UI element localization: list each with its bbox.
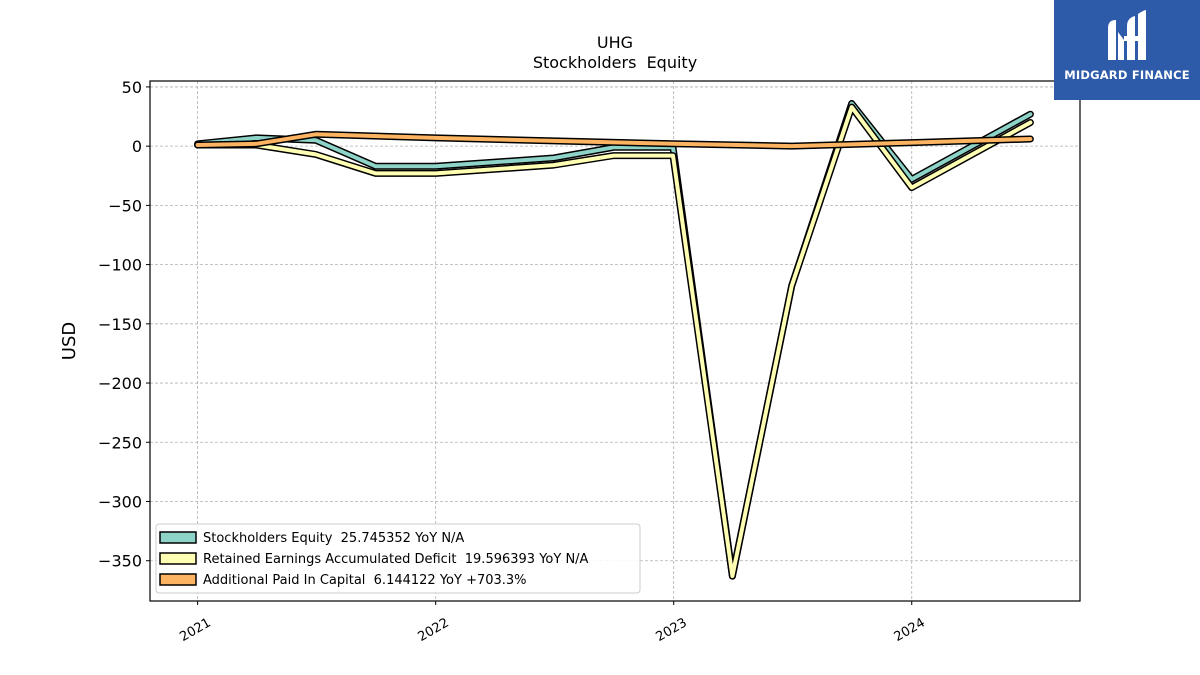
brand-logo: MIDGARD FINANCE [1054, 0, 1200, 100]
legend-swatch-3 [159, 573, 197, 586]
y-tick-label: −100 [98, 256, 142, 275]
plot-frame [149, 80, 1081, 602]
y-tick-label: 50 [122, 78, 142, 97]
y-tick-label: −350 [98, 552, 142, 571]
series-line-3 [195, 132, 1033, 149]
chart-subtitle: Stockholders Equity [533, 53, 697, 72]
legend: Stockholders Equity 25.745352 YoY N/A Ret… [155, 523, 641, 594]
x-tick-label: 2023 [654, 615, 690, 645]
series-line-2 [195, 105, 1033, 579]
x-tick-label: 2022 [415, 615, 451, 645]
legend-label-2: Retained Earnings Accumulated Deficit 19… [203, 552, 589, 567]
legend-box [155, 523, 641, 594]
series-line-1 [195, 101, 1033, 579]
legend-label-1: Stockholders Equity 25.745352 YoY N/A [203, 531, 464, 546]
legend-label-3: Additional Paid In Capital 6.144122 YoY … [203, 573, 527, 588]
y-tick-label: 0 [132, 137, 142, 156]
y-tick-label: −250 [98, 433, 142, 452]
midgard-mh-monogram-icon [1108, 10, 1146, 60]
y-axis-label: USD [59, 322, 80, 360]
y-tick-label: −50 [108, 196, 142, 215]
y-tick-label: −150 [98, 315, 142, 334]
series-layer [194, 100, 1034, 580]
legend-swatch-1 [159, 531, 197, 544]
brand-name: MIDGARD FINANCE [1064, 68, 1190, 82]
chart-title: UHG [597, 33, 633, 52]
x-tick-label: 2021 [177, 615, 213, 645]
y-tick-label: −300 [98, 493, 142, 512]
x-tick-label: 2024 [892, 615, 928, 645]
y-tick-label: −200 [98, 374, 142, 393]
legend-swatch-2 [159, 552, 197, 565]
